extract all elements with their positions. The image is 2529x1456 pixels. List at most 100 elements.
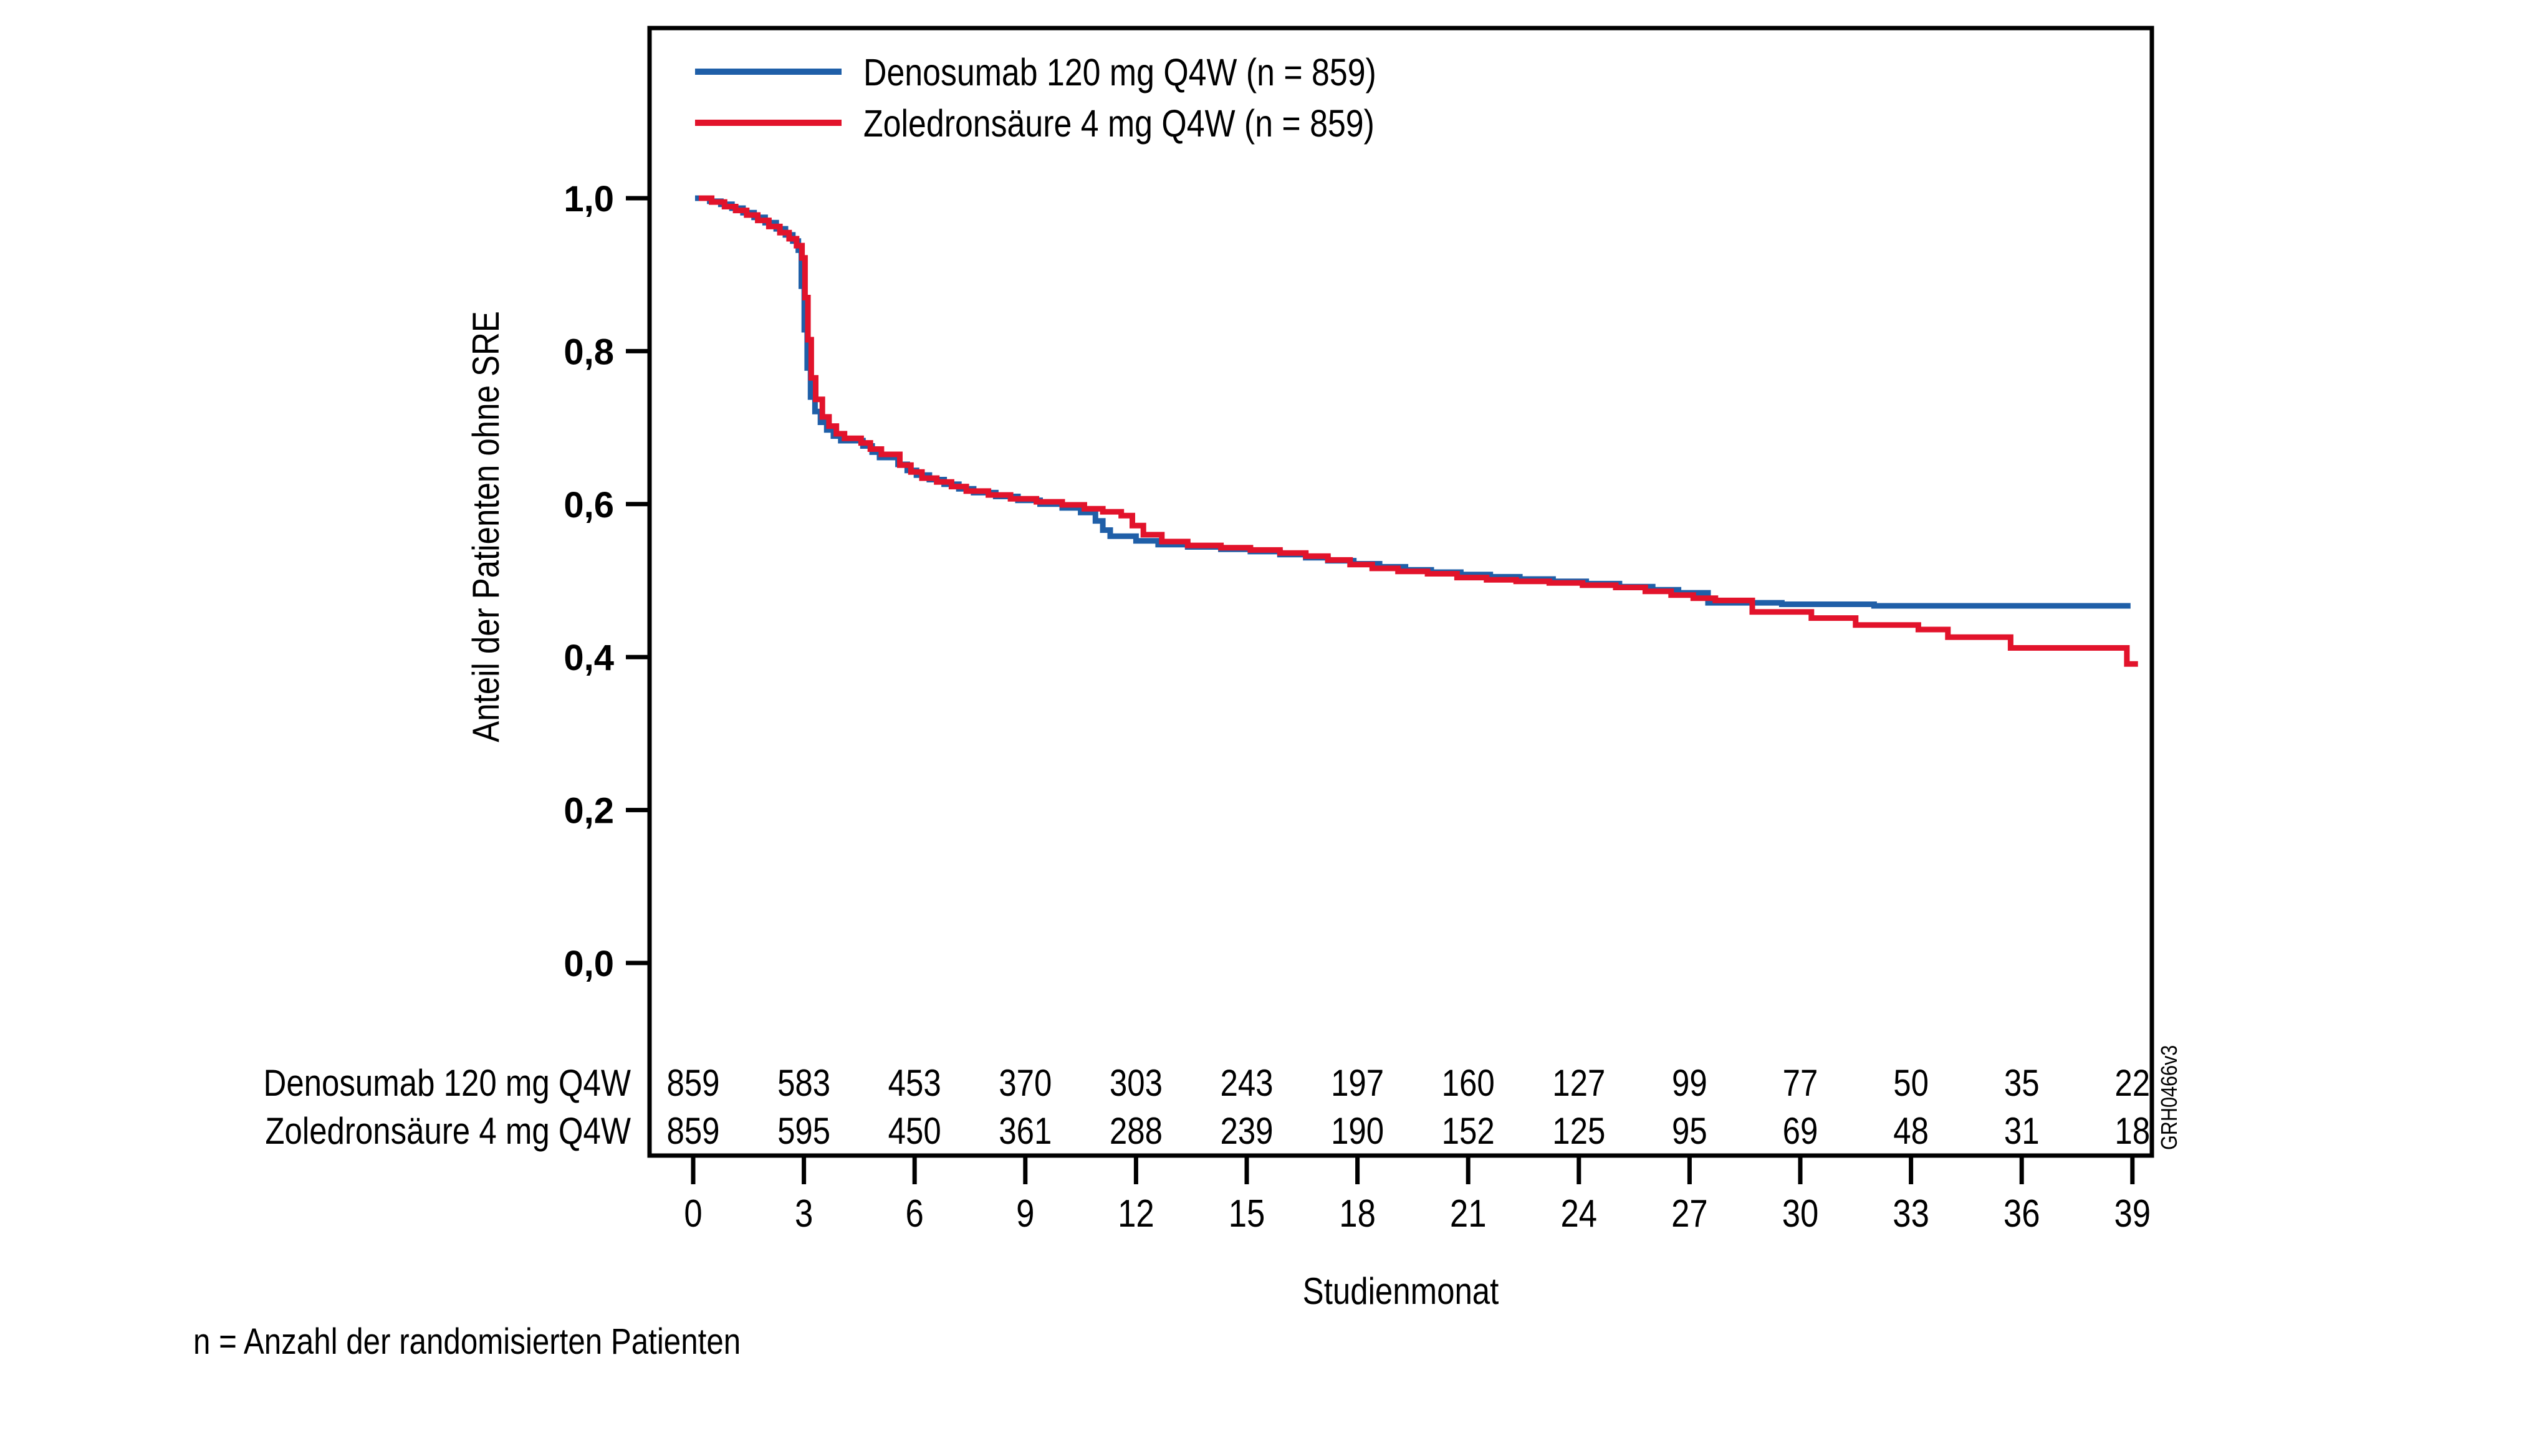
y-tick-label: 0,4 [564, 638, 614, 678]
x-tick-label: 27 [1671, 1192, 1708, 1235]
y-tick-label-wrap: 1,0 [564, 179, 614, 219]
risk-count-wrap: 583 [777, 1062, 830, 1104]
x-tick-label-wrap: 18 [1339, 1192, 1376, 1235]
x-tick-label: 36 [2004, 1192, 2040, 1235]
x-tick-label-wrap: 3 [795, 1192, 813, 1235]
y-tick-label: 0,0 [564, 944, 614, 984]
y-tick-label: 0,8 [564, 332, 614, 372]
risk-count: 69 [1783, 1110, 1818, 1152]
risk-count: 48 [1893, 1110, 1929, 1152]
risk-count: 583 [777, 1062, 830, 1104]
x-tick-label: 9 [1016, 1192, 1034, 1235]
legend-label: Zoledronsäure 4 mg Q4W (n = 859) [863, 102, 1375, 145]
risk-count-wrap: 361 [999, 1110, 1052, 1152]
risk-count: 77 [1783, 1062, 1818, 1104]
legend-label: Denosumab 120 mg Q4W (n = 859) [863, 51, 1376, 93]
x-tick-label: 30 [1782, 1192, 1819, 1235]
figure-code: GRH0466v3 [2157, 1045, 2182, 1150]
x-tick-label: 24 [1560, 1192, 1597, 1235]
risk-count: 859 [666, 1062, 719, 1104]
x-tick-label-wrap: 33 [1893, 1192, 1929, 1235]
risk-count-wrap: 99 [1672, 1062, 1707, 1104]
risk-count: 197 [1331, 1062, 1384, 1104]
risk-count-wrap: 50 [1893, 1062, 1929, 1104]
risk-count-wrap: 303 [1110, 1062, 1163, 1104]
y-tick-label-wrap: 0,8 [564, 332, 614, 372]
x-tick-label: 39 [2114, 1192, 2151, 1235]
y-tick-label: 0,2 [564, 791, 614, 831]
risk-count: 125 [1552, 1110, 1605, 1152]
x-tick-label-wrap: 15 [1229, 1192, 1265, 1235]
risk-count: 99 [1672, 1062, 1707, 1104]
x-tick-label-wrap: 27 [1671, 1192, 1708, 1235]
x-axis-title-wrap: Studienmonat [1303, 1270, 1499, 1312]
risk-count-wrap: 197 [1331, 1062, 1384, 1104]
y-axis-title: Anteil der Patienten ohne SRE [465, 311, 507, 742]
x-tick-label-wrap: 30 [1782, 1192, 1819, 1235]
risk-count-wrap: 288 [1110, 1110, 1163, 1152]
x-tick-label-wrap: 39 [2114, 1192, 2151, 1235]
x-tick-label-wrap: 36 [2004, 1192, 2040, 1235]
risk-count: 31 [2004, 1110, 2040, 1152]
risk-row-label: Zoledronsäure 4 mg Q4W [265, 1110, 631, 1152]
x-tick-label-wrap: 0 [684, 1192, 702, 1235]
figure-code-wrap: GRH0466v3 [2157, 1045, 2182, 1150]
x-tick-label: 18 [1339, 1192, 1376, 1235]
risk-count-wrap: 595 [777, 1110, 830, 1152]
x-tick-label: 12 [1118, 1192, 1154, 1235]
risk-count: 859 [666, 1110, 719, 1152]
footnote: n = Anzahl der randomisierten Patienten [193, 1321, 741, 1362]
risk-count-wrap: 450 [888, 1110, 941, 1152]
y-tick-label-wrap: 0,4 [564, 638, 614, 678]
y-axis: 1,0 0,8 0,6 0,4 0,2 0,0 Anteil der Patienten o… [465, 179, 650, 984]
legend: Denosumab 120 mg Q4W (n = 859) Zoledronsä… [695, 51, 1376, 145]
y-tick-label: 0,6 [564, 485, 614, 525]
zoledronic-acid-curve [698, 195, 2138, 667]
risk-count: 595 [777, 1110, 830, 1152]
footnote-wrap: n = Anzahl der randomisierten Patienten [193, 1321, 741, 1362]
risk-count: 450 [888, 1110, 941, 1152]
risk-count-wrap: 69 [1783, 1110, 1818, 1152]
risk-count-wrap: 453 [888, 1062, 941, 1104]
risk-count-wrap: 48 [1893, 1110, 1929, 1152]
risk-count: 127 [1552, 1062, 1605, 1104]
x-tick-label: 15 [1229, 1192, 1265, 1235]
risk-count-wrap: 859 [666, 1062, 719, 1104]
x-tick-label: 33 [1893, 1192, 1929, 1235]
x-tick-label: 21 [1450, 1192, 1487, 1235]
risk-count: 18 [2114, 1110, 2150, 1152]
risk-count-wrap: 190 [1331, 1110, 1384, 1152]
risk-count: 243 [1220, 1062, 1273, 1104]
risk-count-wrap: 239 [1220, 1110, 1273, 1152]
risk-count-wrap: 859 [666, 1110, 719, 1152]
risk-count-wrap: 370 [999, 1062, 1052, 1104]
denosumab-curve [695, 195, 2131, 609]
x-tick-label-wrap: 12 [1118, 1192, 1154, 1235]
x-tick-label-wrap: 24 [1560, 1192, 1597, 1235]
x-tick-label-wrap: 6 [906, 1192, 924, 1235]
risk-count-wrap: 95 [1672, 1110, 1707, 1152]
risk-row-label-wrap: Zoledronsäure 4 mg Q4W [265, 1110, 631, 1152]
y-tick-label-wrap: 0,0 [564, 944, 614, 984]
risk-count-wrap: 31 [2004, 1110, 2040, 1152]
risk-count-wrap: 243 [1220, 1062, 1273, 1104]
risk-count: 370 [999, 1062, 1052, 1104]
risk-count: 361 [999, 1110, 1052, 1152]
risk-count: 288 [1110, 1110, 1163, 1152]
curves [695, 195, 2138, 667]
y-tick-label: 1,0 [564, 179, 614, 219]
risk-count-wrap: 152 [1442, 1110, 1495, 1152]
risk-count: 239 [1220, 1110, 1273, 1152]
risk-count: 35 [2004, 1062, 2040, 1104]
y-axis-title-wrap: Anteil der Patienten ohne SRE [465, 311, 507, 742]
risk-count: 303 [1110, 1062, 1163, 1104]
risk-count-wrap: 18 [2114, 1110, 2150, 1152]
risk-count-wrap: 22 [2114, 1062, 2150, 1104]
y-tick-label-wrap: 0,2 [564, 791, 614, 831]
legend-label-wrap: Denosumab 120 mg Q4W (n = 859) [863, 51, 1376, 93]
x-tick-label: 0 [684, 1192, 702, 1235]
risk-count-wrap: 125 [1552, 1110, 1605, 1152]
x-tick-label: 6 [906, 1192, 924, 1235]
